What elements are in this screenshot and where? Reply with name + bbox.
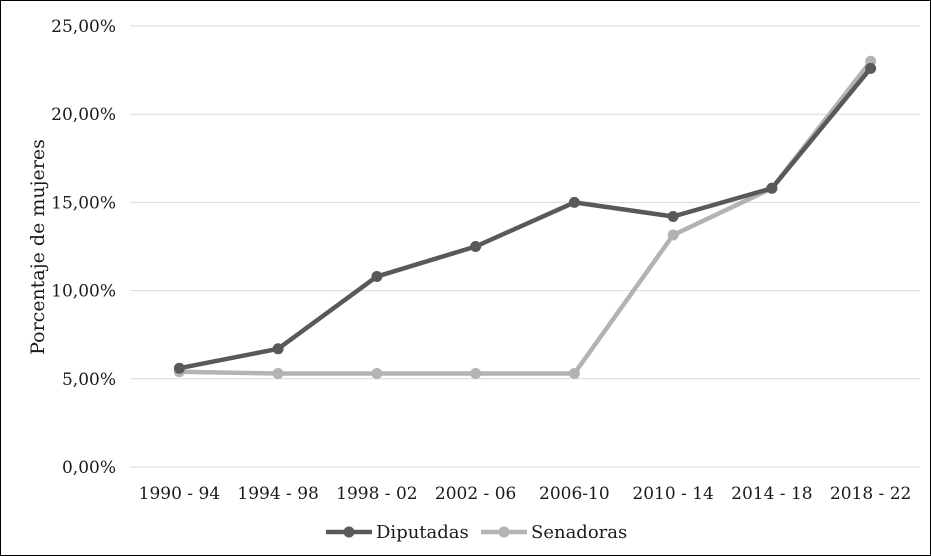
y-tick-label: 25,00% (51, 17, 116, 37)
legend-label: Senadoras (531, 522, 627, 543)
data-point-senadoras (470, 368, 482, 380)
data-point-diputadas (766, 182, 778, 194)
data-point-diputadas (371, 270, 383, 282)
x-tick-label: 2002 - 06 (435, 484, 516, 504)
x-tick-label: 1994 - 98 (237, 484, 318, 504)
legend-item-diputadas: Diputadas (326, 522, 469, 543)
y-tick-label: 20,00% (51, 105, 116, 125)
x-tick-label: 2010 - 14 (632, 484, 713, 504)
legend-swatch-marker (343, 526, 355, 538)
x-tick-label: 2018 - 22 (830, 484, 911, 504)
series-layer (173, 55, 877, 380)
x-tick-label: 2006-10 (539, 484, 610, 504)
data-point-diputadas (470, 241, 482, 252)
data-point-diputadas (173, 362, 185, 374)
data-point-diputadas (865, 62, 877, 74)
x-tick-label: 1990 - 94 (139, 484, 220, 504)
x-tick-label: 1998 - 02 (336, 484, 417, 504)
series-diputadas (173, 62, 877, 374)
series-senadoras (173, 55, 877, 380)
y-tick-label: 5,00% (62, 370, 116, 390)
series-line-diputadas (177, 66, 873, 371)
y-tick-label: 0,00% (62, 458, 116, 478)
x-axis-ticks: 1990 - 94 1994 - 98 1998 - 02 2002 - 06 2006… (139, 484, 912, 504)
data-point-diputadas (272, 343, 284, 355)
series-line-senadoras (177, 59, 873, 376)
legend-label: Diputadas (376, 522, 469, 543)
x-tick-label: 2014 - 18 (731, 484, 812, 504)
data-point-senadoras (272, 368, 284, 380)
legend-swatch-marker (498, 526, 510, 538)
legend-item-senadoras: Senadoras (481, 522, 627, 543)
data-point-diputadas (568, 196, 580, 208)
y-axis-ticks: 0,00% 5,00% 10,00% 15,00% 20,00% 25,00% (51, 17, 116, 478)
data-point-senadoras (667, 229, 679, 241)
y-tick-label: 10,00% (51, 282, 116, 302)
legend: Diputadas Senadoras (326, 522, 627, 543)
gridlines (130, 25, 920, 468)
data-point-diputadas (667, 211, 679, 223)
y-tick-label: 15,00% (51, 193, 116, 213)
y-axis-label: Porcentaje de mujeres (27, 139, 49, 355)
data-point-senadoras (568, 368, 580, 380)
data-point-senadoras (371, 368, 383, 380)
